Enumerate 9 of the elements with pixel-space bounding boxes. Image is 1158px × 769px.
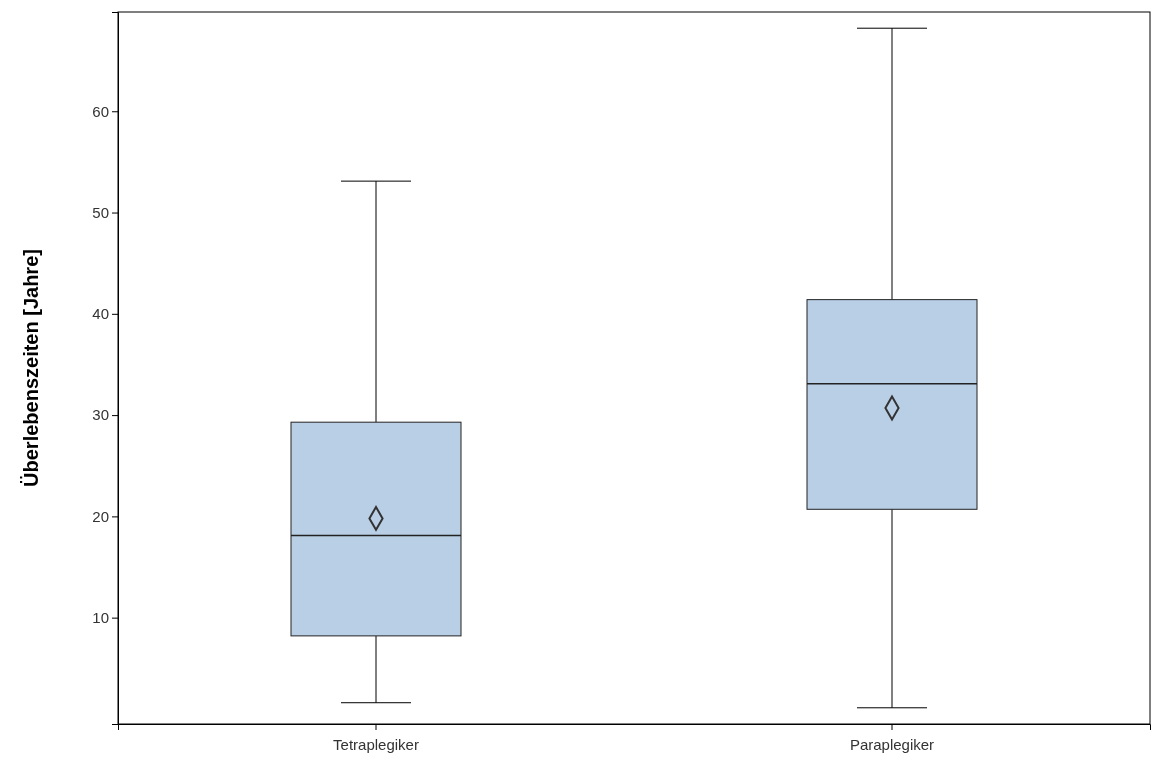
y-tick-label: 50 xyxy=(92,203,109,221)
y-tick-label: 40 xyxy=(92,305,109,323)
y-tick-label: 10 xyxy=(92,608,109,626)
y-axis-title: Überlebenszeiten [Jahre] xyxy=(20,249,42,487)
y-tick-label: 20 xyxy=(92,507,109,525)
y-tick-label: 60 xyxy=(92,102,109,120)
x-tick-label: Paraplegiker xyxy=(849,735,935,753)
y-tick-label: 30 xyxy=(92,406,109,424)
x-tick-label: Tetraplegiker xyxy=(333,735,419,753)
